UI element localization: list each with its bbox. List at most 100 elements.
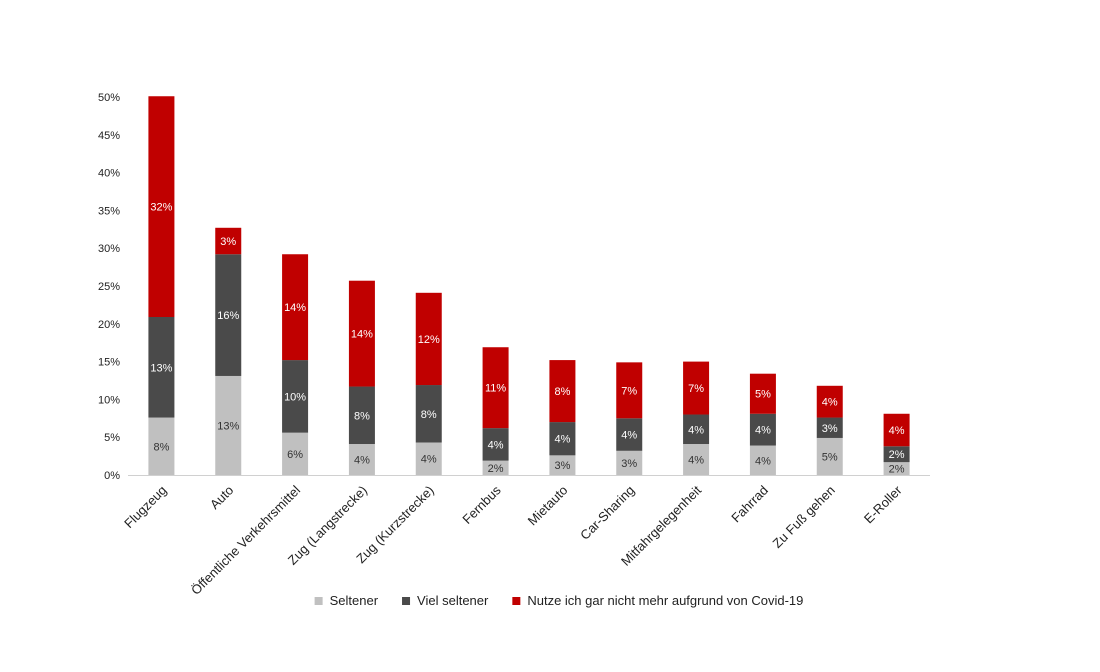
bar-segment xyxy=(883,462,910,475)
x-tick-label: Fernbus xyxy=(459,482,504,527)
y-tick-label: 5% xyxy=(104,432,120,444)
data-label: 13% xyxy=(217,420,239,432)
data-label: 5% xyxy=(755,389,771,401)
y-tick-label: 0% xyxy=(104,470,120,482)
data-label: 14% xyxy=(351,329,373,341)
bar-segment xyxy=(549,455,576,475)
data-label: 4% xyxy=(421,454,437,466)
bar-stack: 4% 4% 7% xyxy=(683,361,710,475)
bar-segment xyxy=(683,414,710,445)
data-label: 8% xyxy=(554,386,570,398)
data-label: 4% xyxy=(889,425,905,437)
bar-stack: 3% 4% 7% xyxy=(616,362,643,475)
data-label: 2% xyxy=(889,464,905,476)
legend-swatch xyxy=(402,597,411,605)
bar-segment xyxy=(282,360,309,433)
bar-segment xyxy=(883,446,910,463)
bar-segment xyxy=(683,361,710,415)
bar-segment xyxy=(415,292,442,386)
bar-segment xyxy=(816,417,843,438)
data-label: 3% xyxy=(220,236,236,248)
bar-segment xyxy=(215,375,242,475)
bar-segment xyxy=(683,444,710,475)
data-label: 10% xyxy=(284,391,306,403)
x-tick-label: Car-Sharing xyxy=(577,483,637,543)
data-label: 8% xyxy=(153,441,169,453)
data-label: 8% xyxy=(354,410,370,422)
data-label: 4% xyxy=(822,397,838,409)
bar-stack: 4% 8% 14% xyxy=(348,280,375,475)
bar-segment xyxy=(883,413,910,447)
bar-stack: 6% 10% 14% xyxy=(282,254,309,475)
data-label: 12% xyxy=(418,334,440,346)
x-tick-label: Öffentliche Verkehrsmittel xyxy=(188,482,303,597)
data-label: 3% xyxy=(621,458,637,470)
legend-label: Nutze ich gar nicht mehr aufgrund von Co… xyxy=(527,593,803,608)
x-tick-label: Auto xyxy=(207,483,237,513)
data-label: 2% xyxy=(488,463,504,475)
data-label: 4% xyxy=(755,425,771,437)
bar-stack: 5% 3% 4% xyxy=(816,385,843,475)
bar-segment xyxy=(816,385,843,418)
y-tick-label: 45% xyxy=(98,130,120,142)
bar-segment xyxy=(415,385,442,443)
data-label: 8% xyxy=(421,409,437,421)
x-tick-label: Fahrrad xyxy=(728,483,771,526)
bar-stack: 4% 4% 5% xyxy=(749,373,776,475)
bar-segment xyxy=(749,373,776,414)
bar-stack: 3% 4% 8% xyxy=(549,360,576,475)
bar-segment xyxy=(215,254,242,376)
bar-segment xyxy=(816,437,843,475)
bar-segment xyxy=(482,460,509,475)
y-tick-label: 10% xyxy=(98,394,120,406)
bar-segment xyxy=(282,432,309,475)
data-label: 16% xyxy=(217,310,239,322)
data-label: 7% xyxy=(688,383,704,395)
bar-segment xyxy=(549,422,576,456)
y-axis: 0% 5% 10% 15% 20% 25% 30% 35% 40% 45% 50% xyxy=(98,92,120,482)
y-tick-label: 30% xyxy=(98,243,120,255)
bar-segment xyxy=(749,413,776,446)
data-label: 4% xyxy=(755,455,771,467)
bar-segment xyxy=(616,450,643,475)
x-tick-label: E-Roller xyxy=(861,482,905,526)
legend-swatch xyxy=(314,597,323,605)
data-label: 32% xyxy=(150,202,172,214)
data-label: 3% xyxy=(554,460,570,472)
legend-item: Viel seltener xyxy=(402,593,489,608)
data-label: 2% xyxy=(889,449,905,461)
bar-segment xyxy=(148,96,175,317)
data-label: 3% xyxy=(822,423,838,435)
data-label: 4% xyxy=(688,424,704,436)
data-label: 13% xyxy=(150,362,172,374)
bar-stack: 2% 2% 4% xyxy=(883,413,910,476)
bar-stack: 13% 16% 3% xyxy=(215,227,242,475)
data-label: 4% xyxy=(354,455,370,467)
legend-item: Seltener xyxy=(314,593,379,608)
legend-swatch xyxy=(512,597,521,605)
bar-segment xyxy=(148,417,175,475)
y-tick-label: 20% xyxy=(98,319,120,331)
x-tick-label: Flugzeug xyxy=(121,483,169,531)
bar-segment xyxy=(616,362,643,419)
bar-segment xyxy=(215,227,242,255)
data-label: 6% xyxy=(287,449,303,461)
bar-segment xyxy=(348,386,375,445)
bar-segment xyxy=(348,444,375,475)
y-tick-label: 40% xyxy=(98,168,120,180)
bar-segment xyxy=(148,316,175,418)
data-label: 11% xyxy=(485,383,506,395)
bar-segment xyxy=(749,445,776,475)
legend: Seltener Viel seltener Nutze ich gar nicht… xyxy=(314,593,803,608)
x-tick-label: Zu Fuß gehen xyxy=(770,483,838,551)
bar-segment xyxy=(282,254,309,361)
data-label: 4% xyxy=(554,434,570,446)
bar-stack: 4% 8% 12% xyxy=(415,292,442,475)
y-tick-label: 25% xyxy=(98,281,120,293)
bar-segment xyxy=(348,280,375,387)
bars: 8% 13% 32% 13% 16% 3% 6% 10% 14% 4% 8% 14% 4% 8% 12% 2%… xyxy=(148,96,910,476)
legend-label: Viel seltener xyxy=(417,593,489,608)
bar-stack: 2% 4% 11% xyxy=(482,347,509,475)
